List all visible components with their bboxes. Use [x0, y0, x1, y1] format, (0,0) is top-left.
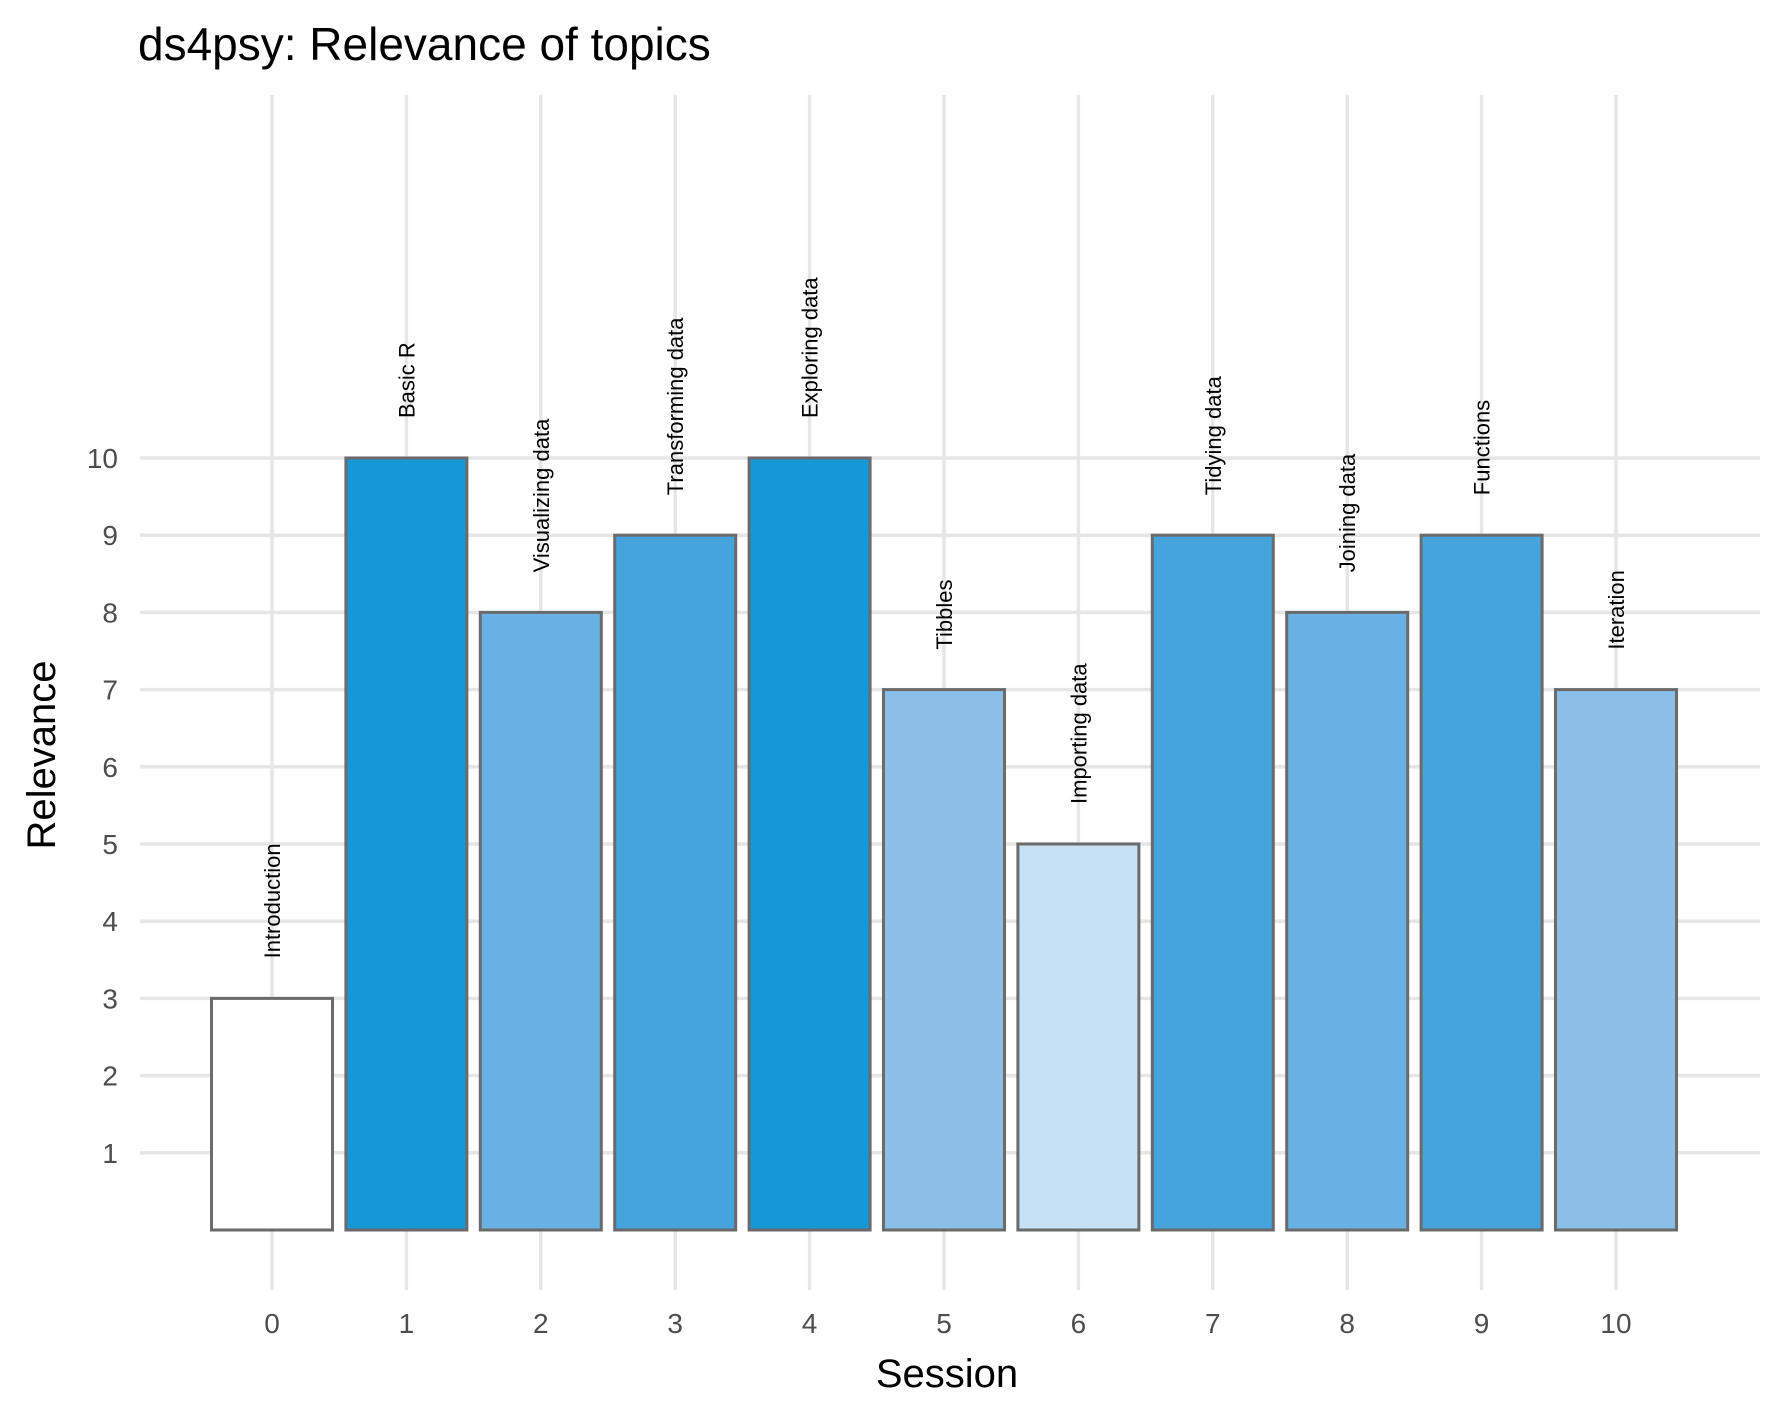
- y-tick-label: 3: [102, 983, 118, 1014]
- y-axis-tick-labels: 1 2 3 4 5 6 7 8 9 10: [87, 443, 118, 1169]
- bar: [1016, 842, 1141, 1232]
- bar: [1554, 688, 1678, 1232]
- y-tick-label: 7: [102, 675, 118, 706]
- bar: [1285, 610, 1410, 1232]
- x-tick-label: 10: [1600, 1308, 1631, 1339]
- y-tick-label: 10: [87, 443, 118, 474]
- bar-topic-label: Iteration: [1604, 570, 1629, 650]
- x-tick-label: 8: [1339, 1308, 1355, 1339]
- bar: [613, 533, 738, 1232]
- y-tick-label: 2: [102, 1061, 118, 1092]
- bar-topic-label: Transforming data: [663, 317, 688, 495]
- bar: [1150, 533, 1275, 1232]
- chart-title: ds4psy: Relevance of topics: [138, 18, 711, 70]
- y-tick-label: 9: [102, 520, 118, 551]
- bar-topic-label: Tidying data: [1201, 375, 1226, 495]
- x-tick-label: 2: [533, 1308, 549, 1339]
- y-tick-label: 4: [102, 906, 118, 937]
- bars: [210, 456, 1678, 1232]
- x-tick-label: 6: [1071, 1308, 1087, 1339]
- x-tick-label: 1: [399, 1308, 415, 1339]
- x-tick-label: 3: [667, 1308, 683, 1339]
- bar-topic-label: Tibbles: [932, 579, 957, 649]
- x-tick-label: 7: [1205, 1308, 1221, 1339]
- x-tick-label: 4: [802, 1308, 818, 1339]
- y-tick-label: 1: [102, 1138, 118, 1169]
- bar-topic-label: Introduction: [260, 843, 285, 958]
- bar: [210, 996, 334, 1232]
- bar: [1419, 533, 1544, 1232]
- y-tick-label: 5: [102, 829, 118, 860]
- x-axis-title: Session: [876, 1352, 1018, 1396]
- bar: [747, 456, 872, 1232]
- bar-topic-label: Visualizing data: [529, 418, 554, 572]
- bar: [882, 688, 1006, 1232]
- y-tick-label: 8: [102, 597, 118, 628]
- x-tick-label: 9: [1474, 1308, 1490, 1339]
- y-axis-title: Relevance: [20, 660, 64, 849]
- bar-topic-label: Functions: [1470, 400, 1495, 495]
- bar-topic-label: Importing data: [1066, 663, 1091, 804]
- bar: [344, 456, 469, 1232]
- bar-topic-label: Joining data: [1335, 453, 1360, 572]
- bar: [478, 610, 603, 1232]
- y-tick-label: 6: [102, 752, 118, 783]
- x-tick-label: 0: [264, 1308, 280, 1339]
- bar-topic-label: Exploring data: [798, 277, 823, 418]
- x-axis-tick-labels: 0 1 2 3 4 5 6 7 8 9 10: [264, 1308, 1631, 1339]
- x-tick-label: 5: [936, 1308, 952, 1339]
- bar-topic-label: Basic R: [394, 342, 419, 418]
- bar-topic-labels: Introduction Basic R Visualizing data Trans…: [260, 277, 1629, 959]
